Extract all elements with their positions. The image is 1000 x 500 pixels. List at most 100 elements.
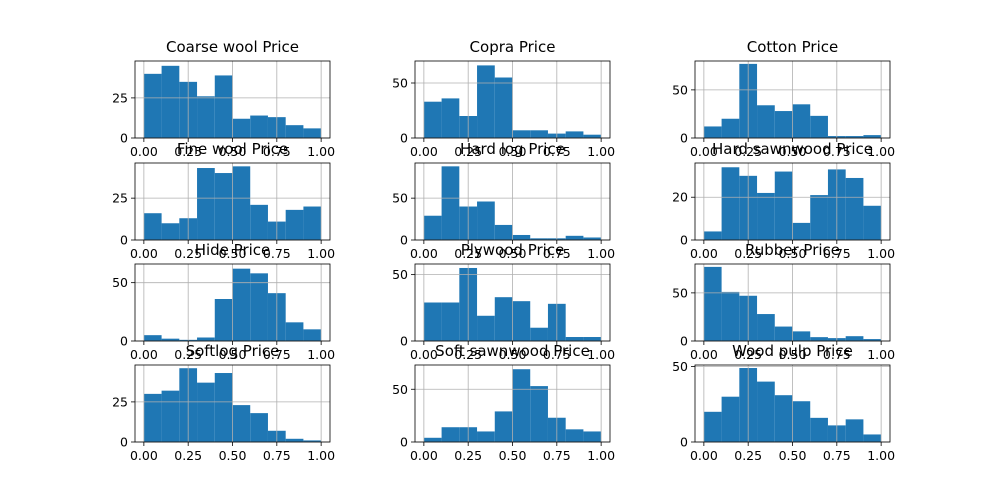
y-tick-label: 50: [392, 191, 408, 206]
x-tick-label: 0.75: [263, 448, 291, 463]
histogram-bar: [845, 336, 864, 341]
histogram-bar: [774, 171, 793, 240]
histogram-bar: [774, 111, 793, 138]
histogram-bar: [214, 75, 233, 138]
y-tick-label: 0: [680, 233, 688, 248]
histogram-bar: [863, 434, 882, 442]
x-tick-label: 0.75: [543, 246, 571, 261]
histogram-bar: [774, 395, 793, 442]
x-tick-label: 0.75: [823, 144, 851, 159]
x-tick-label: 0.50: [219, 246, 247, 261]
histogram-bar: [530, 386, 548, 442]
histogram-bar: [512, 130, 531, 138]
x-tick-label: 0.75: [263, 347, 291, 362]
y-tick-label: 50: [392, 76, 408, 91]
x-tick-label: 0.75: [263, 144, 291, 159]
x-tick-label: 0.25: [454, 347, 482, 362]
histogram-bar: [423, 302, 442, 341]
histogram-bar: [810, 195, 828, 240]
histogram-bar: [494, 411, 513, 442]
histogram-bar: [161, 338, 180, 341]
histogram-bar: [565, 235, 584, 240]
y-tick-label: 25: [112, 191, 128, 206]
subplot-title: Hide Price: [195, 241, 271, 259]
y-tick-label: 0: [120, 233, 128, 248]
histogram-bar: [703, 126, 722, 138]
subplot-12: 0.00 0.25 0.50 0.75 1.00 0 50 Wood pulp Price: [672, 342, 895, 463]
histogram-bar: [792, 331, 811, 341]
histogram-bar: [757, 381, 775, 442]
x-tick-label: 0.75: [823, 246, 851, 261]
histogram-bar: [232, 166, 251, 240]
x-tick-label: 1.00: [587, 144, 615, 159]
y-tick-label: 0: [120, 131, 128, 146]
subplot-title: Cotton Price: [747, 38, 838, 56]
y-tick-label: 0: [400, 233, 408, 248]
x-tick-label: 1.00: [307, 144, 335, 159]
y-tick-label: 25: [112, 90, 128, 105]
subplot-title: Softlog Price: [186, 342, 280, 360]
subplot-3: 0.00 0.25 0.50 0.75 1.00 0 50 Cotton Price: [672, 38, 895, 159]
x-tick-label: 1.00: [867, 448, 895, 463]
x-tick-label: 0.00: [690, 246, 718, 261]
histogram-bar: [423, 101, 442, 138]
histogram-bar: [565, 131, 584, 138]
histogram-bar: [250, 115, 268, 138]
x-tick-label: 0.75: [543, 448, 571, 463]
x-tick-label: 0.50: [219, 144, 247, 159]
histogram-bar: [161, 223, 180, 240]
histogram-bar: [303, 440, 322, 442]
subplot-title: Hard sawnwood Price: [712, 140, 873, 158]
histogram-bar: [232, 118, 251, 138]
histogram-bar: [197, 96, 215, 138]
histogram-bar: [845, 419, 864, 442]
x-tick-label: 0.25: [454, 246, 482, 261]
x-tick-label: 0.00: [690, 448, 718, 463]
x-tick-label: 1.00: [307, 246, 335, 261]
x-tick-label: 0.75: [823, 448, 851, 463]
histogram-bar: [161, 65, 180, 138]
subplot-title: Rubber Price: [745, 241, 840, 259]
histogram-bar: [441, 98, 460, 138]
histogram-bar: [214, 373, 233, 442]
histogram-bar: [721, 291, 740, 341]
subplot-11: 0.00 0.25 0.50 0.75 1.00 0 50 Soft sawnwood Pri…: [392, 342, 615, 463]
subplot-10: 0.00 0.25 0.50 0.75 1.00 0 25 Softlog Price: [112, 342, 335, 463]
y-tick-label: 20: [672, 190, 688, 205]
histogram-bar: [721, 396, 740, 442]
subplot-7: 0.00 0.25 0.50 0.75 1.00 0 50 Hide Price: [112, 241, 335, 362]
histogram-bar: [757, 192, 775, 240]
subplot-8: 0.00 0.25 0.50 0.75 1.00 0 50 Plywood Price: [392, 241, 615, 362]
x-tick-label: 0.00: [410, 144, 438, 159]
histogram-bar: [774, 326, 793, 341]
subplot-title: Hard log Price: [460, 140, 565, 158]
histogram-bar: [792, 104, 811, 138]
histogram-bar: [250, 273, 268, 341]
x-tick-label: 0.50: [499, 246, 527, 261]
x-tick-label: 0.25: [734, 246, 762, 261]
x-tick-label: 0.00: [130, 144, 158, 159]
x-tick-label: 0.00: [130, 246, 158, 261]
histogram-bar: [303, 329, 322, 341]
x-tick-label: 0.00: [410, 246, 438, 261]
x-tick-label: 0.25: [174, 347, 202, 362]
x-tick-label: 0.75: [543, 144, 571, 159]
histogram-bar: [494, 297, 513, 341]
histogram-bar: [250, 204, 268, 240]
subplot-5: 0.00 0.25 0.50 0.75 1.00 0 50 Hard log Price: [392, 140, 615, 261]
histogram-bar: [845, 177, 864, 240]
x-tick-label: 1.00: [587, 448, 615, 463]
x-tick-label: 1.00: [587, 347, 615, 362]
histogram-bar: [143, 393, 162, 442]
y-tick-label: 50: [392, 267, 408, 282]
histogram-bar: [757, 105, 775, 138]
histogram-bar: [863, 135, 882, 138]
x-tick-label: 0.25: [734, 144, 762, 159]
y-tick-label: 0: [120, 334, 128, 349]
histogram-bar: [810, 115, 828, 138]
histogram-bar: [530, 130, 548, 138]
y-tick-label: 0: [400, 131, 408, 146]
x-tick-label: 0.50: [779, 347, 807, 362]
histogram-bar: [477, 315, 495, 341]
x-tick-label: 0.00: [410, 347, 438, 362]
